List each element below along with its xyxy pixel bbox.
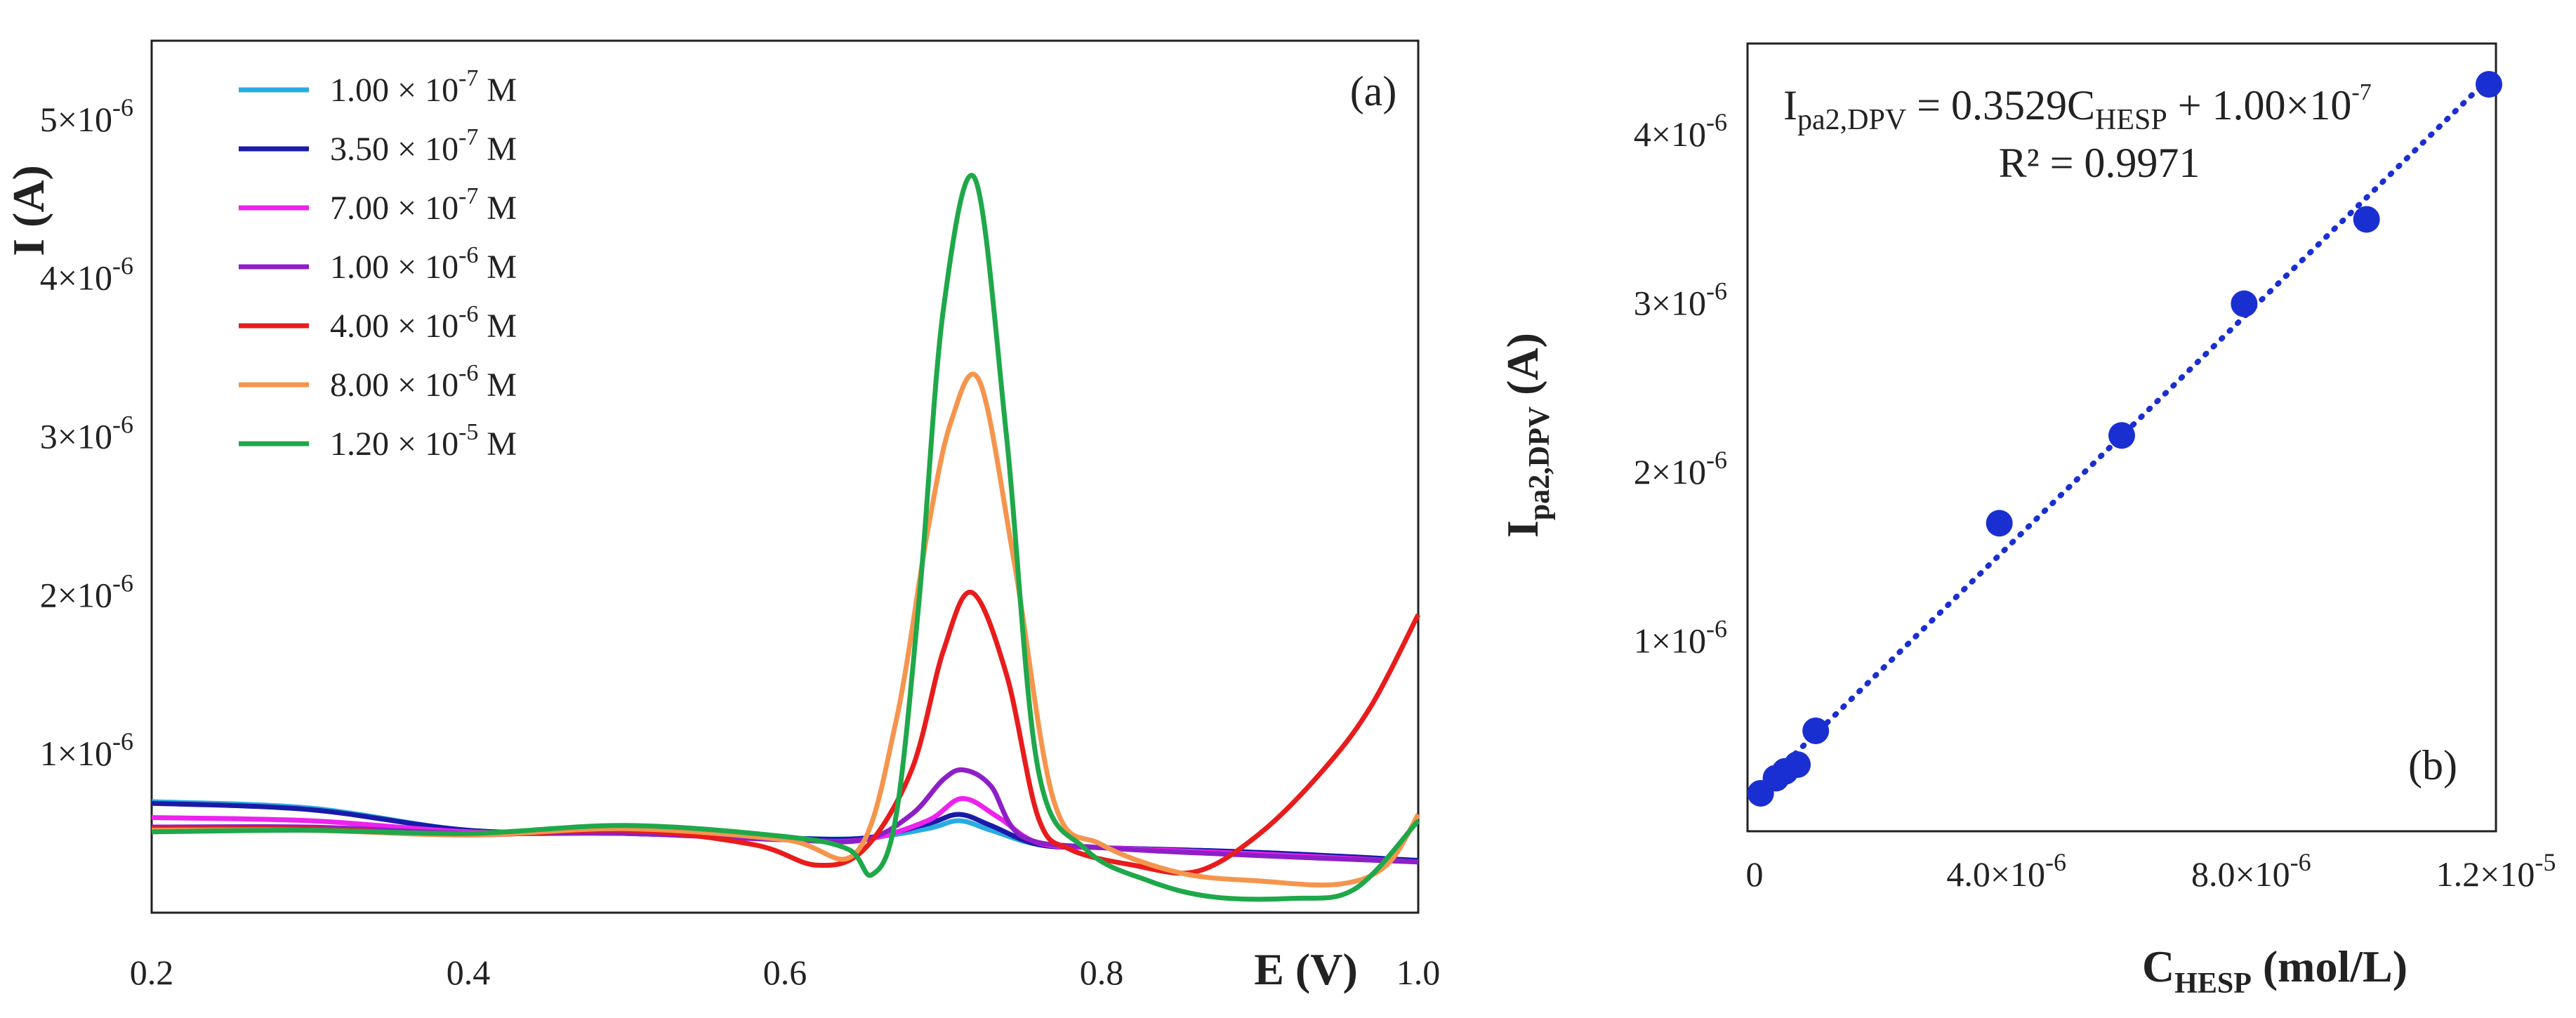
panel-a-y-axis-label: I (A) <box>4 165 53 256</box>
panel-b-x-ticks: 0 4.0×10-6 8.0×10-6 1.2×10-5 <box>1746 848 2556 894</box>
data-point-6 <box>1986 510 2013 537</box>
panel-a-x-tick-label: 0.4 <box>447 953 491 992</box>
legend-label-5: 4.00 × 10-6 M <box>330 301 517 345</box>
panel-b-equation: Ipa2,DPV = 0.3529CHESP + 1.00×10-7 <box>1783 79 2372 136</box>
panel-b-label: (b) <box>2408 742 2457 788</box>
panel-b-y-label-main: I <box>1498 520 1547 538</box>
fit-line <box>1752 75 2492 796</box>
legend-label-2: 3.50 × 10-7 M <box>330 124 517 168</box>
panel-b-r-squared: R² = 0.9971 <box>1999 140 2200 186</box>
panel-a-x-tick-label: 0.2 <box>130 953 174 992</box>
panel-a-legend: 1.00 × 10-7 M 3.50 × 10-7 M 7.00 × 10-7 M 1… <box>239 65 517 463</box>
panel-a-series <box>151 173 1421 902</box>
panel-b: 1×10-6 2×10-6 3×10-6 4×10-6 0 4.0×10-6 8.0×10… <box>1498 42 2556 1000</box>
panel-a-x-axis-label: E (V) <box>1254 944 1358 994</box>
equation-rhs-exponent: -7 <box>2351 79 2371 105</box>
panel-b-y-label-unit: (A) <box>1498 333 1547 406</box>
panel-a-x-tick-label: 0.8 <box>1080 953 1124 992</box>
panel-b-plot-frame <box>1746 42 2497 833</box>
series-line-7 <box>151 173 1420 902</box>
equation-mid: = 0.3529C <box>1906 82 2095 128</box>
data-point-5 <box>1802 717 1830 744</box>
panel-b-x-tick-label: 8.0×10-6 <box>2191 848 2311 894</box>
panel-a-x-tick-label: 0.6 <box>763 953 807 992</box>
panel-b-y-tick-label: 1×10-6 <box>1634 615 1727 661</box>
panel-b-points <box>1747 71 2502 807</box>
legend-label-3: 7.00 × 10-7 M <box>330 183 517 227</box>
panel-b-y-axis-label: Ipa2,DPV (A) <box>1498 333 1556 538</box>
panel-a-y-tick-label: 4×10-6 <box>40 252 133 298</box>
equation-lhs-main: I <box>1783 82 1797 128</box>
panel-b-x-tick-label: 1.2×10-5 <box>2436 848 2556 894</box>
panel-b-y-label-sub: pa2,DPV <box>1524 406 1556 520</box>
equation-rhs: + 1.00×10 <box>2167 82 2352 128</box>
equation-mid-subscript: HESP <box>2095 104 2167 136</box>
panel-a-y-tick-label: 1×10-6 <box>40 727 133 773</box>
panel-b-x-tick-label: 4.0×10-6 <box>1946 848 2066 894</box>
panel-b-x-label-unit: (mol/L) <box>2252 941 2407 991</box>
legend-label-1: 1.00 × 10-7 M <box>330 65 517 109</box>
data-point-8 <box>2231 290 2258 317</box>
panel-b-y-tick-label: 4×10-6 <box>1634 108 1727 154</box>
panel-b-x-axis-label: CHESP (mol/L) <box>2142 941 2407 1000</box>
panel-b-fit <box>1752 75 2492 796</box>
panel-a: 1×10-6 2×10-6 3×10-6 4×10-6 5×10-6 0.2 0.4 0.6… <box>4 39 1441 994</box>
equation-lhs-subscript: pa2,DPV <box>1797 104 1906 136</box>
series-line-4 <box>151 767 1419 865</box>
data-point-9 <box>2353 206 2380 233</box>
panel-a-label: (a) <box>1350 68 1397 114</box>
panel-a-x-tick-label: 1.0 <box>1396 953 1441 992</box>
data-point-4 <box>1784 751 1811 779</box>
panel-a-y-tick-label: 2×10-6 <box>40 569 133 614</box>
legend-label-6: 8.00 × 10-6 M <box>330 360 517 404</box>
data-point-10 <box>2476 71 2502 98</box>
panel-a-x-ticks: 0.2 0.4 0.6 0.8 1.0 <box>130 953 1441 992</box>
panel-a-y-ticks: 1×10-6 2×10-6 3×10-6 4×10-6 5×10-6 <box>40 93 133 773</box>
panel-b-x-label-main: C <box>2142 941 2174 991</box>
legend-label-4: 1.00 × 10-6 M <box>330 242 517 286</box>
panel-b-x-label-sub: HESP <box>2174 967 2252 1000</box>
panel-a-plot-frame <box>150 39 1420 914</box>
panel-a-y-tick-label: 3×10-6 <box>40 411 133 456</box>
panel-b-y-tick-label: 3×10-6 <box>1634 277 1727 323</box>
legend-label-7: 1.20 × 10-5 M <box>330 419 517 463</box>
data-point-7 <box>2108 422 2135 449</box>
panel-b-y-ticks: 1×10-6 2×10-6 3×10-6 4×10-6 <box>1634 108 1727 660</box>
panel-b-y-tick-label: 2×10-6 <box>1634 446 1727 491</box>
panel-b-x-tick-label: 0 <box>1746 854 1764 894</box>
panel-a-y-tick-label: 5×10-6 <box>40 93 133 139</box>
